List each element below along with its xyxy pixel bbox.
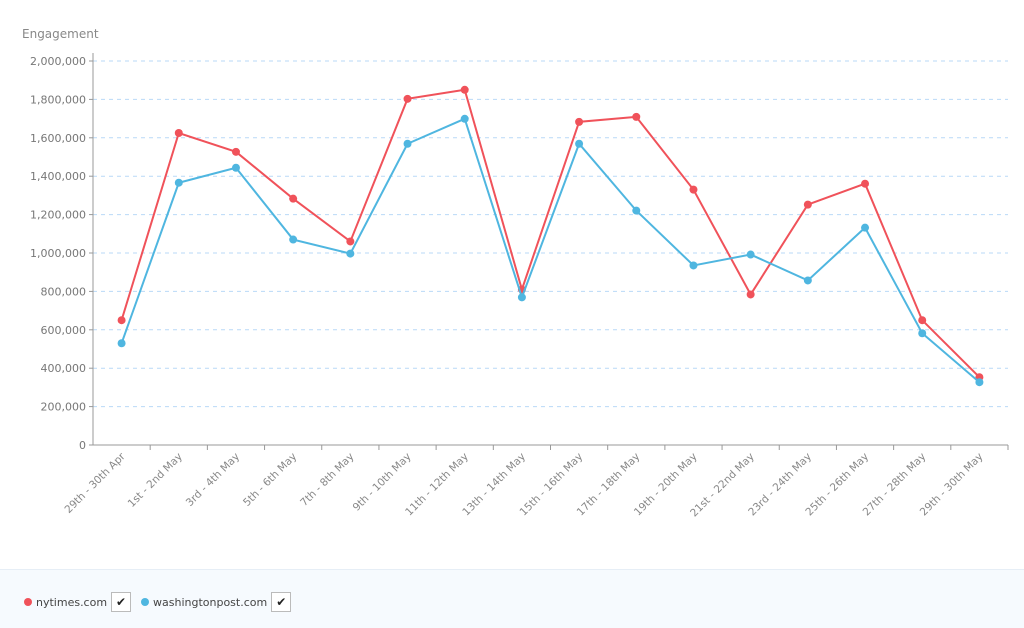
data-point [289, 235, 298, 244]
data-point [231, 147, 240, 156]
y-tick-label: 1,800,000 [30, 93, 86, 106]
y-tick-label: 400,000 [41, 362, 87, 375]
data-point [632, 112, 641, 121]
x-tick-label: 3rd - 4th May [184, 451, 242, 509]
legend: nytimes.com ✔ washingtonpost.com ✔ [0, 569, 1024, 628]
data-point [403, 94, 412, 103]
legend-label-washingtonpost: washingtonpost.com [153, 595, 268, 609]
x-tick-label: 9th - 10th May [351, 451, 414, 514]
data-point [918, 316, 927, 325]
data-point [746, 250, 755, 259]
check-icon: ✔ [276, 595, 287, 609]
data-point [803, 200, 812, 209]
data-point [289, 194, 298, 203]
data-point [575, 139, 584, 148]
x-tick-label: 7th - 8th May [298, 451, 356, 509]
y-tick-label: 600,000 [41, 324, 87, 337]
y-tick-label: 1,200,000 [30, 209, 86, 222]
y-tick-label: 1,600,000 [30, 132, 86, 145]
data-point [460, 114, 469, 123]
nytimes-dot-icon [24, 598, 32, 606]
legend-item-washingtonpost[interactable]: washingtonpost.com ✔ [141, 592, 292, 612]
y-tick-label: 0 [79, 439, 86, 452]
data-point [346, 249, 355, 258]
data-point [632, 206, 641, 215]
data-point [174, 129, 183, 137]
data-point [231, 163, 240, 172]
data-point [975, 378, 984, 387]
x-tick-label: 1st - 2nd May [126, 451, 185, 510]
data-point [803, 276, 812, 285]
y-tick-label: 1,000,000 [30, 247, 86, 260]
data-point [575, 117, 584, 126]
data-point [346, 237, 355, 246]
data-point [517, 293, 526, 302]
x-tick-label: 29th - 30th May [918, 451, 986, 519]
check-icon: ✔ [116, 595, 127, 609]
data-point [918, 329, 927, 338]
series-line-1 [120, 117, 981, 383]
series-line-0 [120, 88, 981, 378]
data-point [689, 261, 698, 270]
y-axis-title: Engagement [22, 27, 99, 41]
washingtonpost-checkbox[interactable]: ✔ [271, 592, 292, 612]
y-tick-label: 2,000,000 [30, 55, 86, 68]
y-tick-label: 1,400,000 [30, 170, 86, 183]
data-point [174, 178, 183, 187]
data-point [117, 316, 126, 325]
x-tick-label: 5th - 6th May [241, 451, 299, 509]
y-tick-label: 200,000 [41, 401, 87, 414]
data-point [460, 85, 469, 94]
data-point [746, 290, 755, 299]
data-point [861, 179, 870, 188]
x-tick-label: 29th - 30th Apr [62, 450, 128, 516]
legend-label-nytimes: nytimes.com [36, 595, 108, 609]
washingtonpost-dot-icon [141, 598, 149, 606]
data-point [403, 139, 412, 148]
nytimes-checkbox[interactable]: ✔ [111, 592, 132, 612]
data-point [117, 339, 126, 348]
line-chart: Engagement 0 200,000 400,000 600,000 800,000 1… [22, 27, 1009, 519]
y-tick-label: 800,000 [41, 285, 87, 298]
data-point [861, 223, 870, 232]
data-point [689, 185, 698, 194]
legend-item-nytimes[interactable]: nytimes.com ✔ [24, 592, 132, 612]
